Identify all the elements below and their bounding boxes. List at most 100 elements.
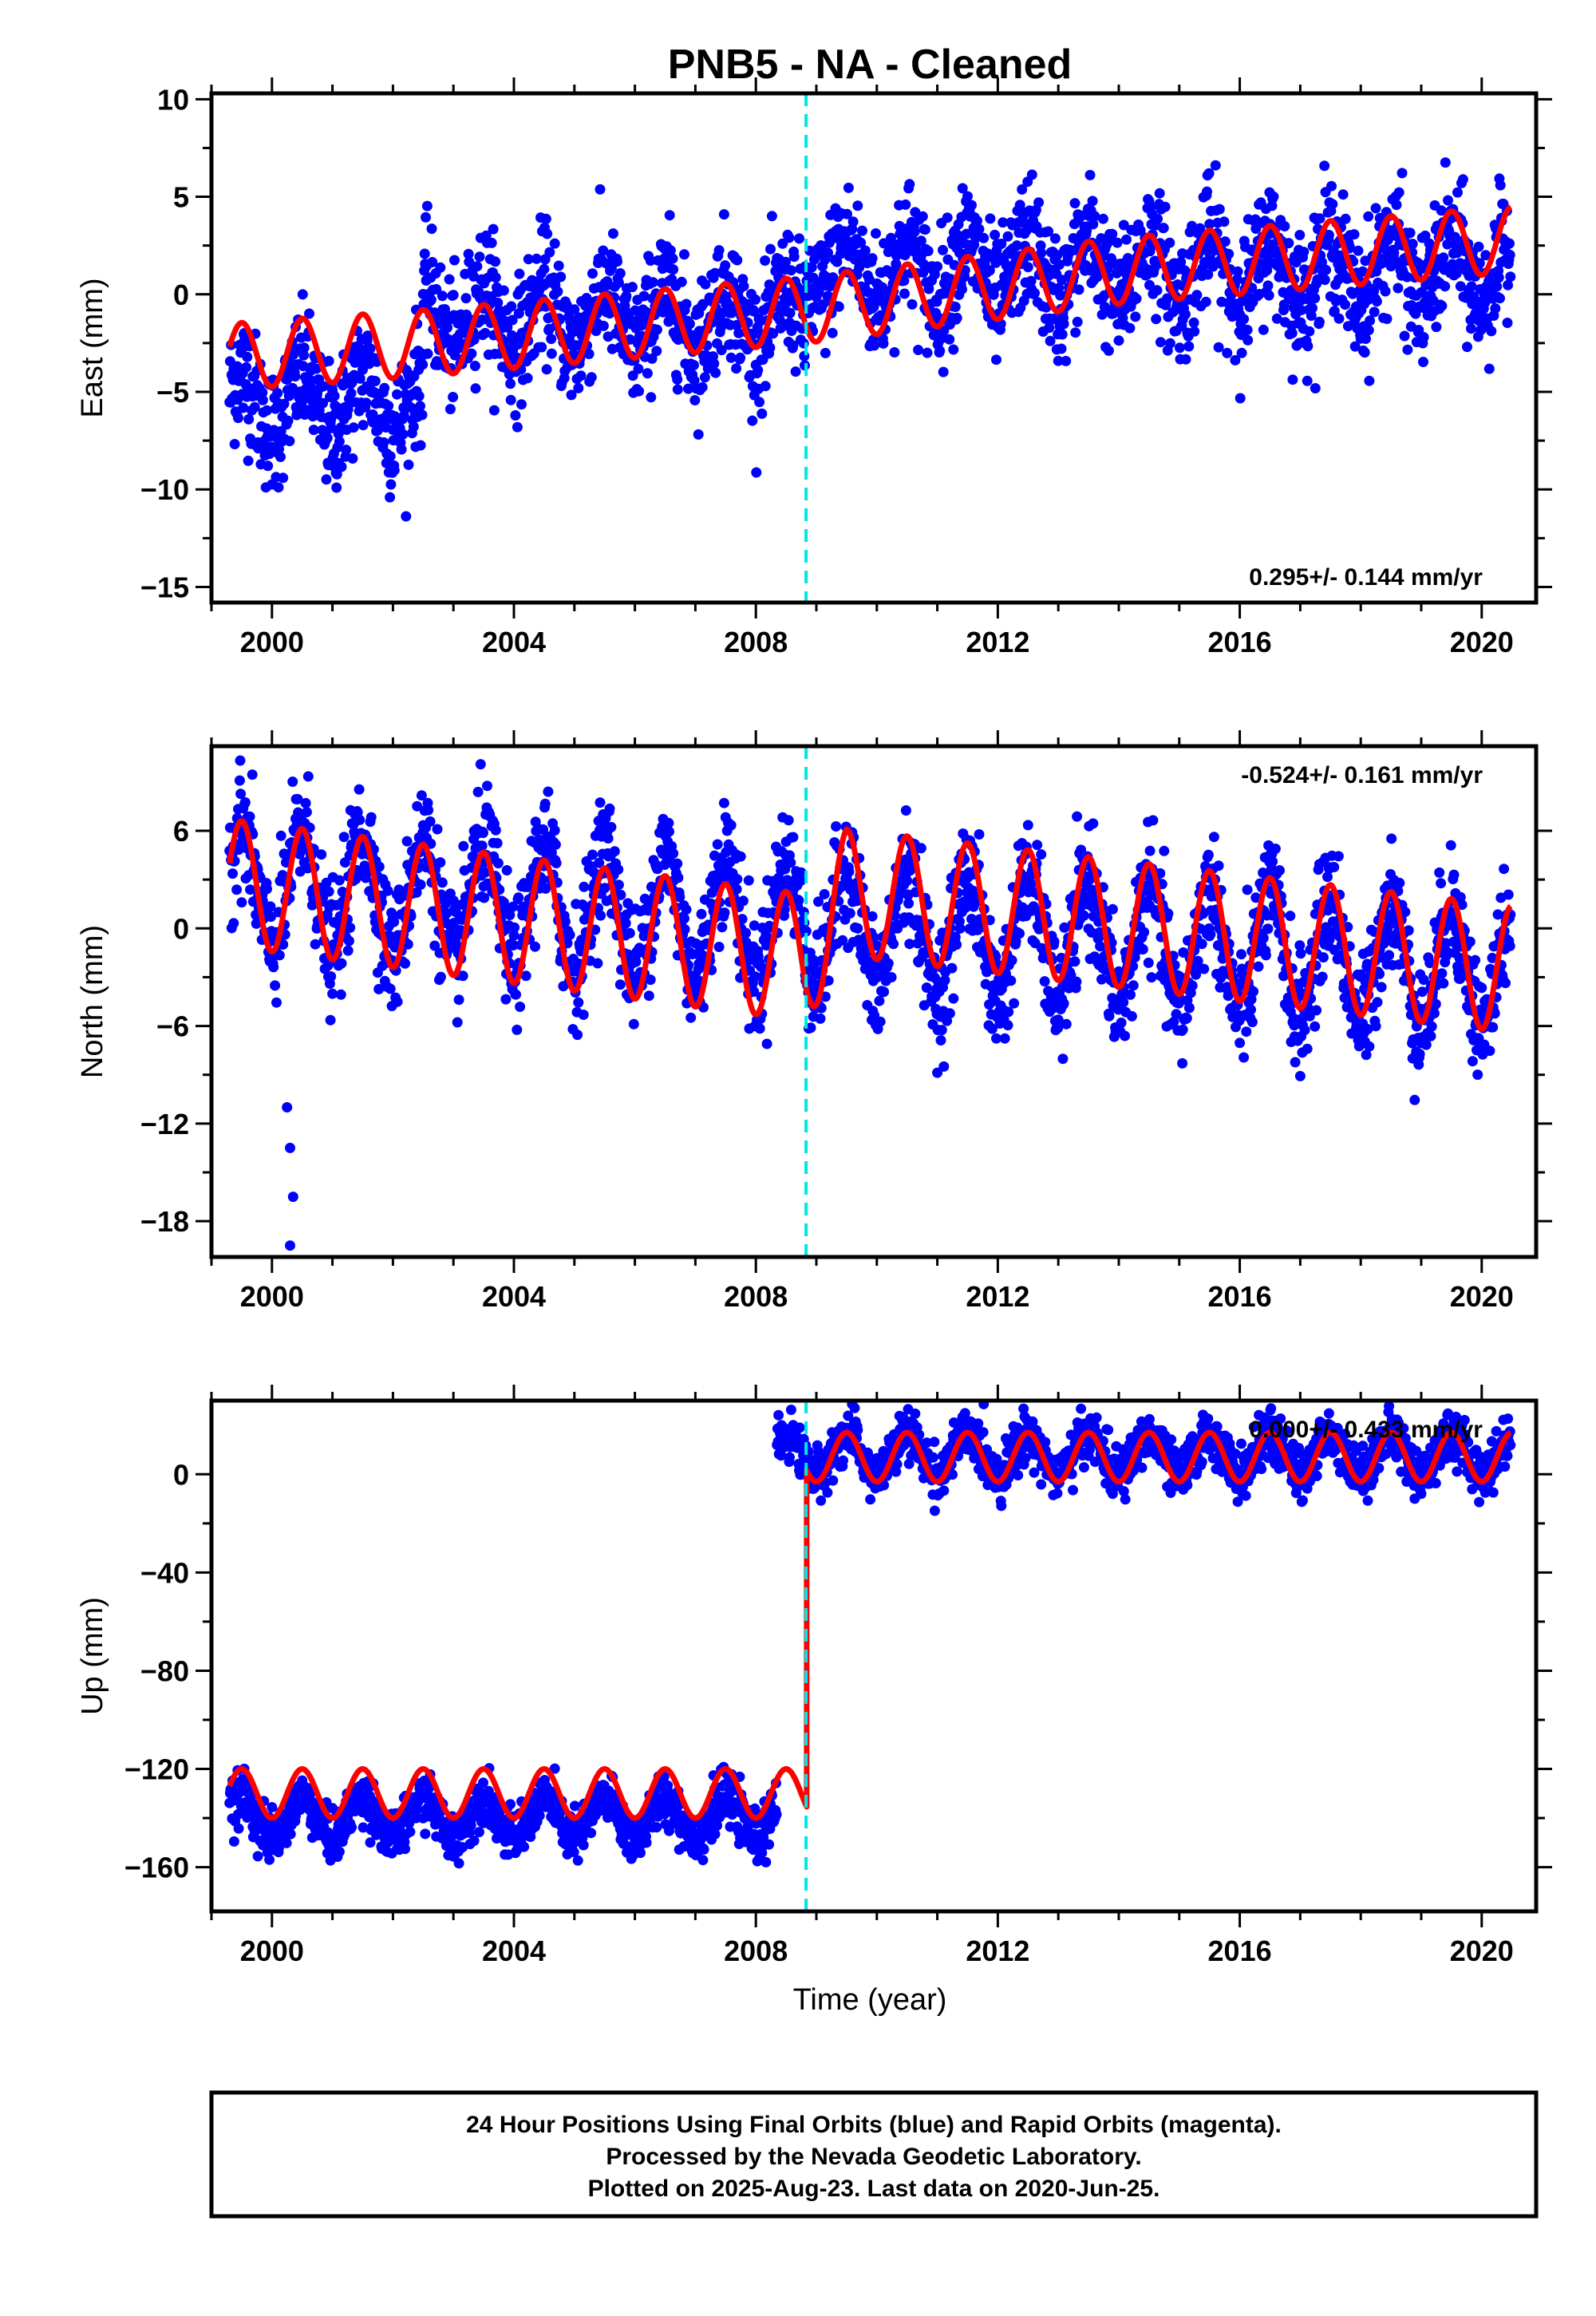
data-point	[957, 284, 967, 294]
data-point	[1340, 213, 1351, 224]
data-point	[883, 958, 894, 969]
data-point	[304, 308, 314, 319]
data-point	[1353, 245, 1364, 256]
data-point	[461, 309, 472, 320]
data-point	[765, 243, 776, 255]
y-tick-label: 10	[157, 83, 189, 116]
data-point	[1304, 326, 1315, 337]
data-point	[358, 420, 369, 431]
data-point	[817, 299, 828, 310]
data-point	[415, 401, 425, 412]
data-point	[634, 385, 645, 397]
data-point	[1369, 286, 1380, 297]
data-point	[336, 958, 347, 969]
data-point	[463, 248, 474, 259]
data-point	[432, 824, 443, 835]
data-point	[1039, 976, 1050, 987]
data-point	[301, 405, 312, 416]
data-point	[1418, 332, 1429, 342]
data-point	[626, 282, 638, 293]
data-point	[934, 346, 946, 357]
data-point	[522, 373, 533, 384]
data-point	[431, 283, 442, 294]
data-point	[1298, 247, 1310, 258]
data-point	[689, 360, 699, 370]
data-point	[1151, 314, 1162, 325]
data-point	[1502, 318, 1513, 328]
data-point	[1310, 383, 1321, 393]
data-point	[373, 983, 385, 994]
data-point	[709, 267, 721, 279]
data-point	[530, 941, 540, 952]
data-point	[716, 345, 727, 356]
data-point	[725, 352, 737, 363]
data-point	[415, 879, 426, 890]
data-point	[500, 994, 512, 1005]
data-point	[806, 262, 817, 273]
data-point	[1078, 910, 1089, 921]
data-point	[586, 372, 597, 383]
data-point	[621, 290, 632, 302]
data-point	[323, 355, 334, 366]
data-point	[944, 334, 955, 345]
data-point	[874, 995, 885, 1006]
data-point	[1295, 948, 1306, 959]
data-point	[451, 939, 462, 951]
data-point	[689, 395, 701, 405]
data-point	[1118, 997, 1129, 1008]
data-point	[452, 1017, 463, 1028]
data-point	[1495, 180, 1506, 191]
data-point	[488, 223, 499, 235]
data-point	[362, 330, 373, 342]
data-point	[1009, 998, 1020, 1009]
data-point	[1054, 259, 1065, 271]
data-point	[310, 363, 322, 374]
data-point	[421, 211, 431, 223]
data-point	[944, 1008, 955, 1019]
data-point	[929, 269, 940, 280]
data-point	[482, 781, 492, 792]
data-point	[401, 511, 412, 522]
data-point	[788, 340, 799, 351]
data-point	[1267, 856, 1278, 867]
east-y-axis-label: East (mm)	[76, 278, 109, 417]
data-point	[595, 910, 606, 921]
data-point	[1088, 818, 1099, 829]
data-point	[297, 289, 308, 300]
data-point	[464, 256, 475, 267]
data-point	[415, 440, 426, 451]
data-point	[855, 237, 867, 248]
north-plot-area	[224, 755, 1516, 1251]
data-point	[1187, 980, 1198, 991]
data-point	[449, 255, 460, 266]
data-point	[1418, 357, 1428, 367]
data-point	[651, 346, 662, 357]
data-point	[950, 302, 961, 312]
data-point	[1231, 274, 1242, 285]
data-point	[1271, 313, 1282, 324]
y-tick-label: −5	[156, 376, 189, 409]
data-point	[1113, 335, 1124, 346]
data-point	[323, 886, 334, 897]
data-point	[411, 887, 422, 898]
data-point	[1349, 229, 1360, 240]
data-point	[354, 373, 365, 384]
data-point	[412, 800, 423, 812]
data-point	[948, 344, 959, 355]
data-point	[1393, 283, 1404, 294]
data-point	[480, 327, 491, 338]
data-point	[302, 771, 314, 782]
data-point	[785, 265, 796, 276]
data-point	[1402, 344, 1413, 355]
data-point	[544, 247, 555, 258]
data-point	[879, 986, 890, 998]
data-point	[879, 238, 890, 249]
data-point	[793, 895, 804, 906]
data-point	[693, 429, 704, 440]
data-point	[595, 797, 606, 808]
data-point	[1327, 199, 1338, 210]
data-point	[747, 415, 758, 426]
data-point	[612, 256, 622, 267]
data-point	[1072, 811, 1083, 822]
data-point	[472, 786, 484, 797]
